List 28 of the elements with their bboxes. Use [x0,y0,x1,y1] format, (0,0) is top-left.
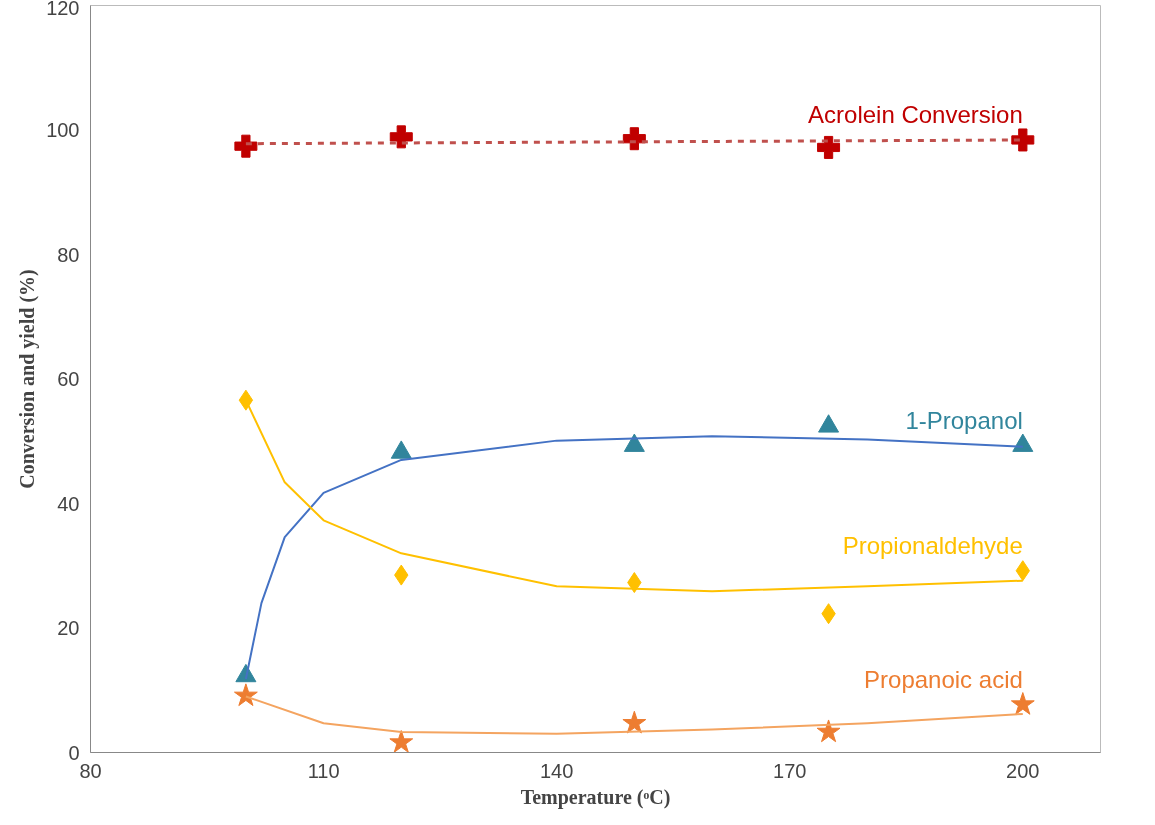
y-tick-label: 20 [57,617,80,639]
x-axis-title: Temperature (ᵒC) [520,785,671,809]
series-label: Acrolein Conversion [808,100,1023,128]
series-label: Propanoic acid [864,665,1023,693]
point [1010,692,1035,715]
point [1011,128,1035,152]
x-tick-label: 200 [1006,759,1040,782]
point [816,719,841,743]
y-axis-title: Conversion and yield (%) [16,269,40,489]
point [238,389,254,411]
y-tick-label: 60 [57,368,80,390]
point [234,134,258,158]
x-tick-label: 170 [773,759,807,782]
point [233,683,258,707]
x-tick-label: 80 [79,759,102,782]
point [389,730,414,753]
y-tick-label: 40 [57,492,80,515]
series-label: 1-Propanol [905,406,1023,434]
point [622,710,647,734]
y-tick-label: 100 [46,119,80,141]
y-tick-label: 0 [68,741,80,764]
x-tick-label: 140 [539,759,574,782]
y-tick-label: 80 [57,243,80,266]
series-label: Propionaldehyde [842,531,1023,559]
x-tick-label: 110 [307,759,340,782]
y-tick-label: 120 [46,0,80,19]
point [817,135,841,159]
point [389,125,413,149]
